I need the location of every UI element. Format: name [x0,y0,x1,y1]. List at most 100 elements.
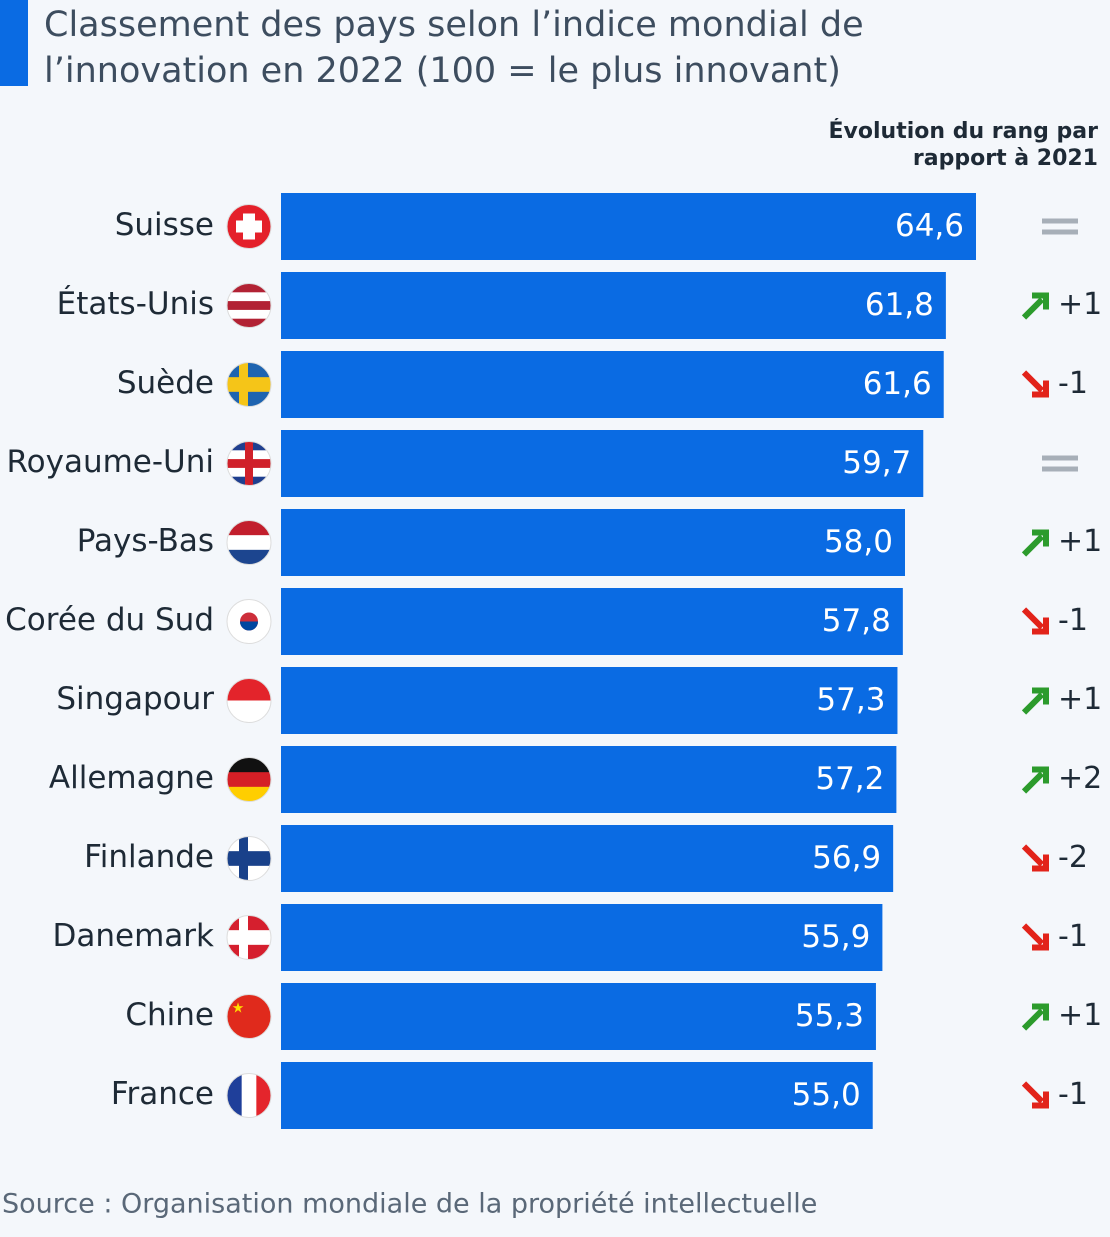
rank-change-label: -1 [1058,366,1088,401]
flag [226,362,272,407]
category-label: France [111,1076,214,1112]
flag-cross [227,380,271,389]
category-label: Finlande [84,839,214,875]
flag-stripe [227,786,271,802]
category-label: Corée du Sud [5,602,214,638]
rank-change-label: +1 [1058,524,1102,559]
flag-stripe [241,1073,257,1118]
value-label: 57,8 [822,603,891,639]
category-label: Allemagne [49,760,214,796]
flag-stripe [227,520,271,536]
category-label: Royaume-Uni [6,444,214,480]
arrow-down [1021,923,1049,951]
bar [281,746,897,813]
flag-outline [226,520,272,565]
flag-outline [226,1073,272,1118]
value-label: 57,2 [815,761,884,797]
flag-outline [226,994,272,1039]
flag-cross [236,220,262,233]
chart-title: Classement des pays selon l’indice mondi… [44,5,864,91]
bar [281,983,876,1050]
arrow-up [1021,766,1049,794]
flag [226,599,272,644]
value-label: 61,6 [863,366,932,402]
flag-stripe [227,865,271,881]
flag-stripe [227,772,271,788]
value-label: 61,8 [865,287,934,323]
rank-change-label: -1 [1058,603,1088,638]
flag-outline [226,362,272,407]
flag-outline [226,757,272,802]
rank-change-label: +1 [1058,998,1102,1033]
rank-change-label: -1 [1058,1077,1088,1112]
flag: ★ [226,994,272,1039]
flag-stripe [227,836,271,852]
bar [281,825,894,892]
bar [281,904,883,971]
flag-stripe [227,944,271,960]
equal-bar [1042,455,1078,461]
bar [281,193,976,260]
category-label: Pays-Bas [77,523,214,559]
flag-outline [226,204,272,249]
category-label: États-Unis [57,286,214,322]
flag-outline [226,599,272,644]
flag-stripe [227,535,271,551]
flag-stripe [227,391,271,407]
flag-stripe [227,678,271,701]
flag-stripe [227,549,271,565]
arrow-down [1021,607,1049,635]
equal-icon [1042,455,1078,472]
arrow-up [1021,687,1049,715]
value-label: 64,6 [895,208,964,244]
arrow-up [1021,529,1049,557]
category-label: Suède [117,365,214,401]
flag [226,915,272,960]
category-label: Singapour [56,681,214,717]
value-label: 59,7 [842,445,911,481]
value-label: 57,3 [816,682,885,718]
category-label: Suisse [115,207,214,243]
flag-cross [227,854,271,863]
value-label: 55,0 [792,1077,861,1113]
arrow-up [1021,1003,1049,1031]
flag-stripe [256,1073,271,1118]
rank-title-box: Évolution du rang par rapport à 2021 [829,119,1098,171]
flag-stripe [227,700,271,723]
flag-cross [227,933,271,942]
flag-stripe [227,309,271,320]
title-box: Classement des pays selon l’indice mondi… [44,5,864,91]
rank-change-label: +1 [1058,287,1102,322]
flag-outline [226,283,272,328]
equal-icon [1042,218,1078,235]
equal-bar [1042,229,1078,235]
flag [226,441,272,486]
title-accent [0,0,28,86]
flag-outline [226,836,272,881]
rank-change-label: +2 [1058,761,1102,796]
category-label: Chine [125,997,214,1033]
value-label: 58,0 [824,524,893,560]
flag [226,204,272,249]
flag-cross [227,459,271,468]
rank-change-label: +1 [1058,682,1102,717]
flag-outline [226,678,272,723]
flag-stripe [227,994,271,1039]
flag-stripe [227,915,271,931]
bar [281,430,924,497]
category-label: Danemark [53,918,215,954]
value-label: 55,3 [795,998,864,1034]
flag-outline [226,915,272,960]
source: Source : Organisation mondiale de la pro… [2,1189,817,1220]
flag [226,283,272,328]
flag [226,836,272,881]
equal-bar [1042,466,1078,472]
flag [226,1073,272,1118]
flag-star: ★ [232,1001,245,1017]
arrow-down [1021,844,1049,872]
value-label: 55,9 [801,919,870,955]
bar [281,351,944,418]
bar [281,588,903,655]
arrow-up [1021,292,1049,320]
